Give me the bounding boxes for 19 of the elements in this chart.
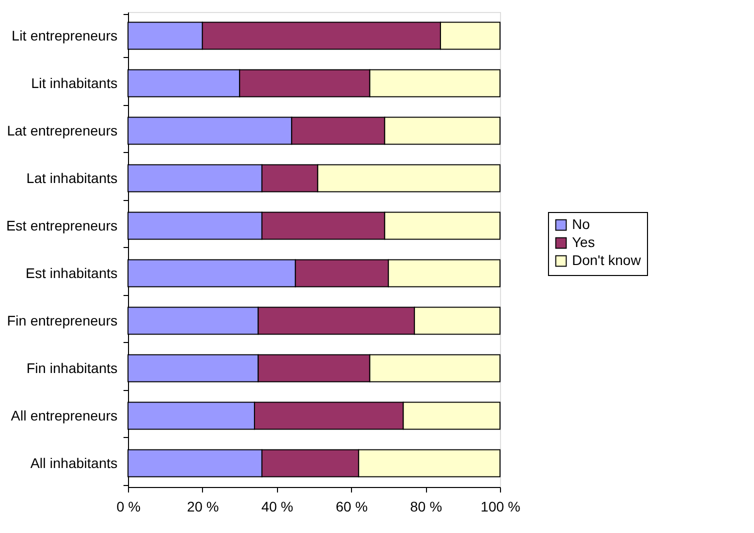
legend-label: No: [572, 216, 590, 232]
y-tick-label: Fin entrepreneurs: [6, 312, 118, 328]
legend-label: Don't know: [572, 252, 642, 268]
x-tick-label: 20 %: [186, 498, 219, 514]
x-tick-label: 0 %: [116, 498, 141, 514]
x-tick-label: 100 %: [480, 498, 520, 514]
y-tick-label: All inhabitants: [30, 454, 118, 471]
y-tick-label: Lit inhabitants: [31, 74, 118, 91]
x-tick-label: 80 %: [410, 498, 442, 514]
y-tick-label: Lat entrepreneurs: [6, 122, 118, 138]
y-tick-label: Fin inhabitants: [26, 360, 118, 376]
y-tick-label: Est inhabitants: [26, 264, 118, 281]
y-tick-label: All entrepreneurs: [10, 407, 118, 424]
x-tick-label: 60 %: [336, 498, 368, 514]
x-tick-label: 40 %: [261, 498, 294, 514]
y-tick-label: Lit entrepreneurs: [12, 27, 118, 44]
y-tick-label: Lat inhabitants: [26, 170, 118, 186]
legend-label: Yes: [572, 234, 595, 250]
y-tick-label: Est entrepreneurs: [6, 217, 118, 234]
